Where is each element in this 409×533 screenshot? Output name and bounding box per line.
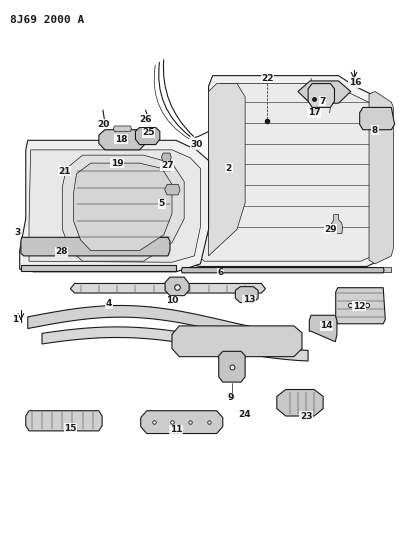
Polygon shape (209, 84, 245, 256)
Text: 21: 21 (58, 166, 71, 175)
Text: 14: 14 (320, 321, 333, 330)
Polygon shape (182, 76, 391, 266)
Text: 6: 6 (218, 268, 224, 277)
Text: 19: 19 (111, 159, 124, 167)
Text: 18: 18 (115, 135, 128, 144)
Text: 1: 1 (13, 315, 19, 324)
Text: 16: 16 (348, 78, 361, 87)
Polygon shape (165, 277, 189, 296)
Text: 13: 13 (243, 295, 256, 304)
Polygon shape (135, 127, 160, 144)
Text: 4: 4 (106, 299, 112, 308)
Text: 20: 20 (97, 120, 109, 129)
Text: 8: 8 (372, 126, 378, 135)
Polygon shape (219, 351, 245, 382)
Polygon shape (336, 288, 385, 324)
Polygon shape (298, 81, 351, 103)
Text: 7: 7 (319, 96, 326, 106)
Text: 24: 24 (238, 410, 251, 419)
Polygon shape (114, 126, 131, 131)
Text: 29: 29 (324, 225, 337, 234)
Polygon shape (190, 84, 382, 261)
Text: 8J69 2000 A: 8J69 2000 A (9, 14, 84, 25)
Polygon shape (182, 266, 391, 272)
Polygon shape (308, 84, 335, 108)
Polygon shape (277, 390, 323, 416)
Polygon shape (172, 326, 302, 357)
Polygon shape (360, 108, 395, 130)
Text: 23: 23 (300, 411, 312, 421)
Text: 2: 2 (226, 164, 232, 173)
Polygon shape (369, 92, 393, 264)
Text: 22: 22 (261, 74, 274, 83)
Text: 17: 17 (308, 108, 321, 117)
Text: 26: 26 (139, 115, 152, 124)
Text: 12: 12 (353, 302, 365, 311)
Polygon shape (162, 153, 171, 161)
Text: 25: 25 (142, 128, 155, 138)
Text: 28: 28 (55, 247, 68, 256)
Polygon shape (74, 163, 172, 251)
Polygon shape (70, 284, 265, 293)
Polygon shape (21, 237, 170, 256)
Polygon shape (20, 140, 209, 272)
Polygon shape (99, 130, 146, 150)
Text: 30: 30 (190, 140, 202, 149)
Polygon shape (28, 305, 294, 345)
Polygon shape (42, 327, 308, 361)
Polygon shape (181, 268, 384, 273)
Text: 3: 3 (14, 228, 21, 237)
Polygon shape (26, 411, 102, 431)
Text: 5: 5 (159, 199, 165, 208)
Text: 11: 11 (170, 425, 182, 434)
Polygon shape (235, 287, 258, 303)
Polygon shape (165, 184, 180, 195)
Polygon shape (21, 265, 176, 271)
Text: 9: 9 (228, 393, 234, 402)
Polygon shape (330, 215, 343, 233)
Text: 10: 10 (166, 296, 178, 305)
Text: 15: 15 (64, 424, 77, 433)
Polygon shape (141, 411, 223, 433)
Polygon shape (29, 150, 200, 262)
Text: 27: 27 (161, 161, 173, 170)
Polygon shape (62, 155, 184, 261)
Polygon shape (309, 316, 337, 342)
